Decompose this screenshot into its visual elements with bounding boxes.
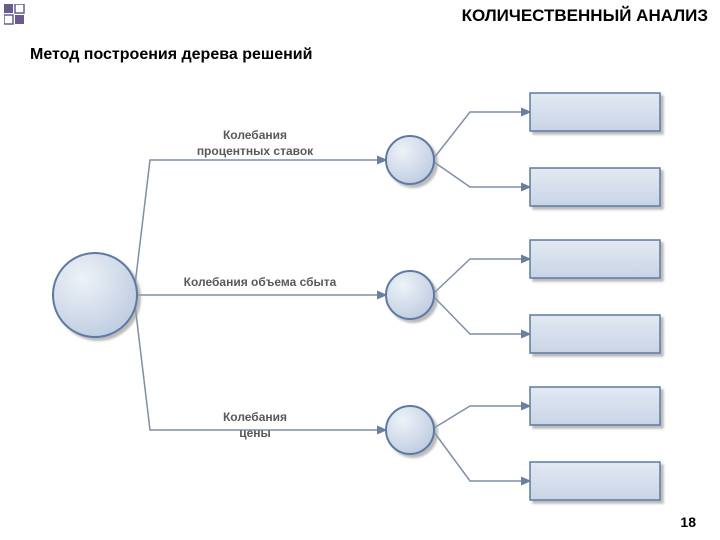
edge-leaf-1a	[434, 112, 530, 158]
edge-leaf-3b	[434, 432, 530, 481]
edge-leaf-2b	[434, 297, 530, 334]
leaf-box-2a	[530, 240, 660, 278]
branch-label-2: Колебания объема сбыта	[170, 275, 350, 291]
leaf-box-2b	[530, 315, 660, 353]
edge-branch-1	[135, 160, 386, 285]
leaf-box-3b	[530, 462, 660, 500]
mid-node-1	[386, 136, 434, 184]
mid-node-3	[386, 406, 434, 454]
page-title: КОЛИЧЕСТВЕННЫЙ АНАЛИЗ	[462, 6, 708, 26]
logo-squares	[4, 4, 32, 37]
page-number: 18	[680, 514, 696, 530]
edge-leaf-2a	[434, 259, 530, 293]
root-node	[53, 253, 137, 337]
leaf-box-3a	[530, 387, 660, 425]
edge-leaf-3a	[434, 406, 530, 428]
branch-label-1: Колебанияпроцентных ставок	[175, 128, 335, 159]
decision-tree-diagram: Колебанияпроцентных ставок Колебания объ…	[40, 75, 700, 505]
leaf-box-1b	[530, 168, 660, 206]
branch-label-3: Колебанияцены	[195, 410, 315, 441]
edge-leaf-1b	[434, 162, 530, 187]
subtitle: Метод построения дерева решений	[30, 46, 312, 64]
leaf-box-1a	[530, 93, 660, 131]
mid-node-2	[386, 271, 434, 319]
